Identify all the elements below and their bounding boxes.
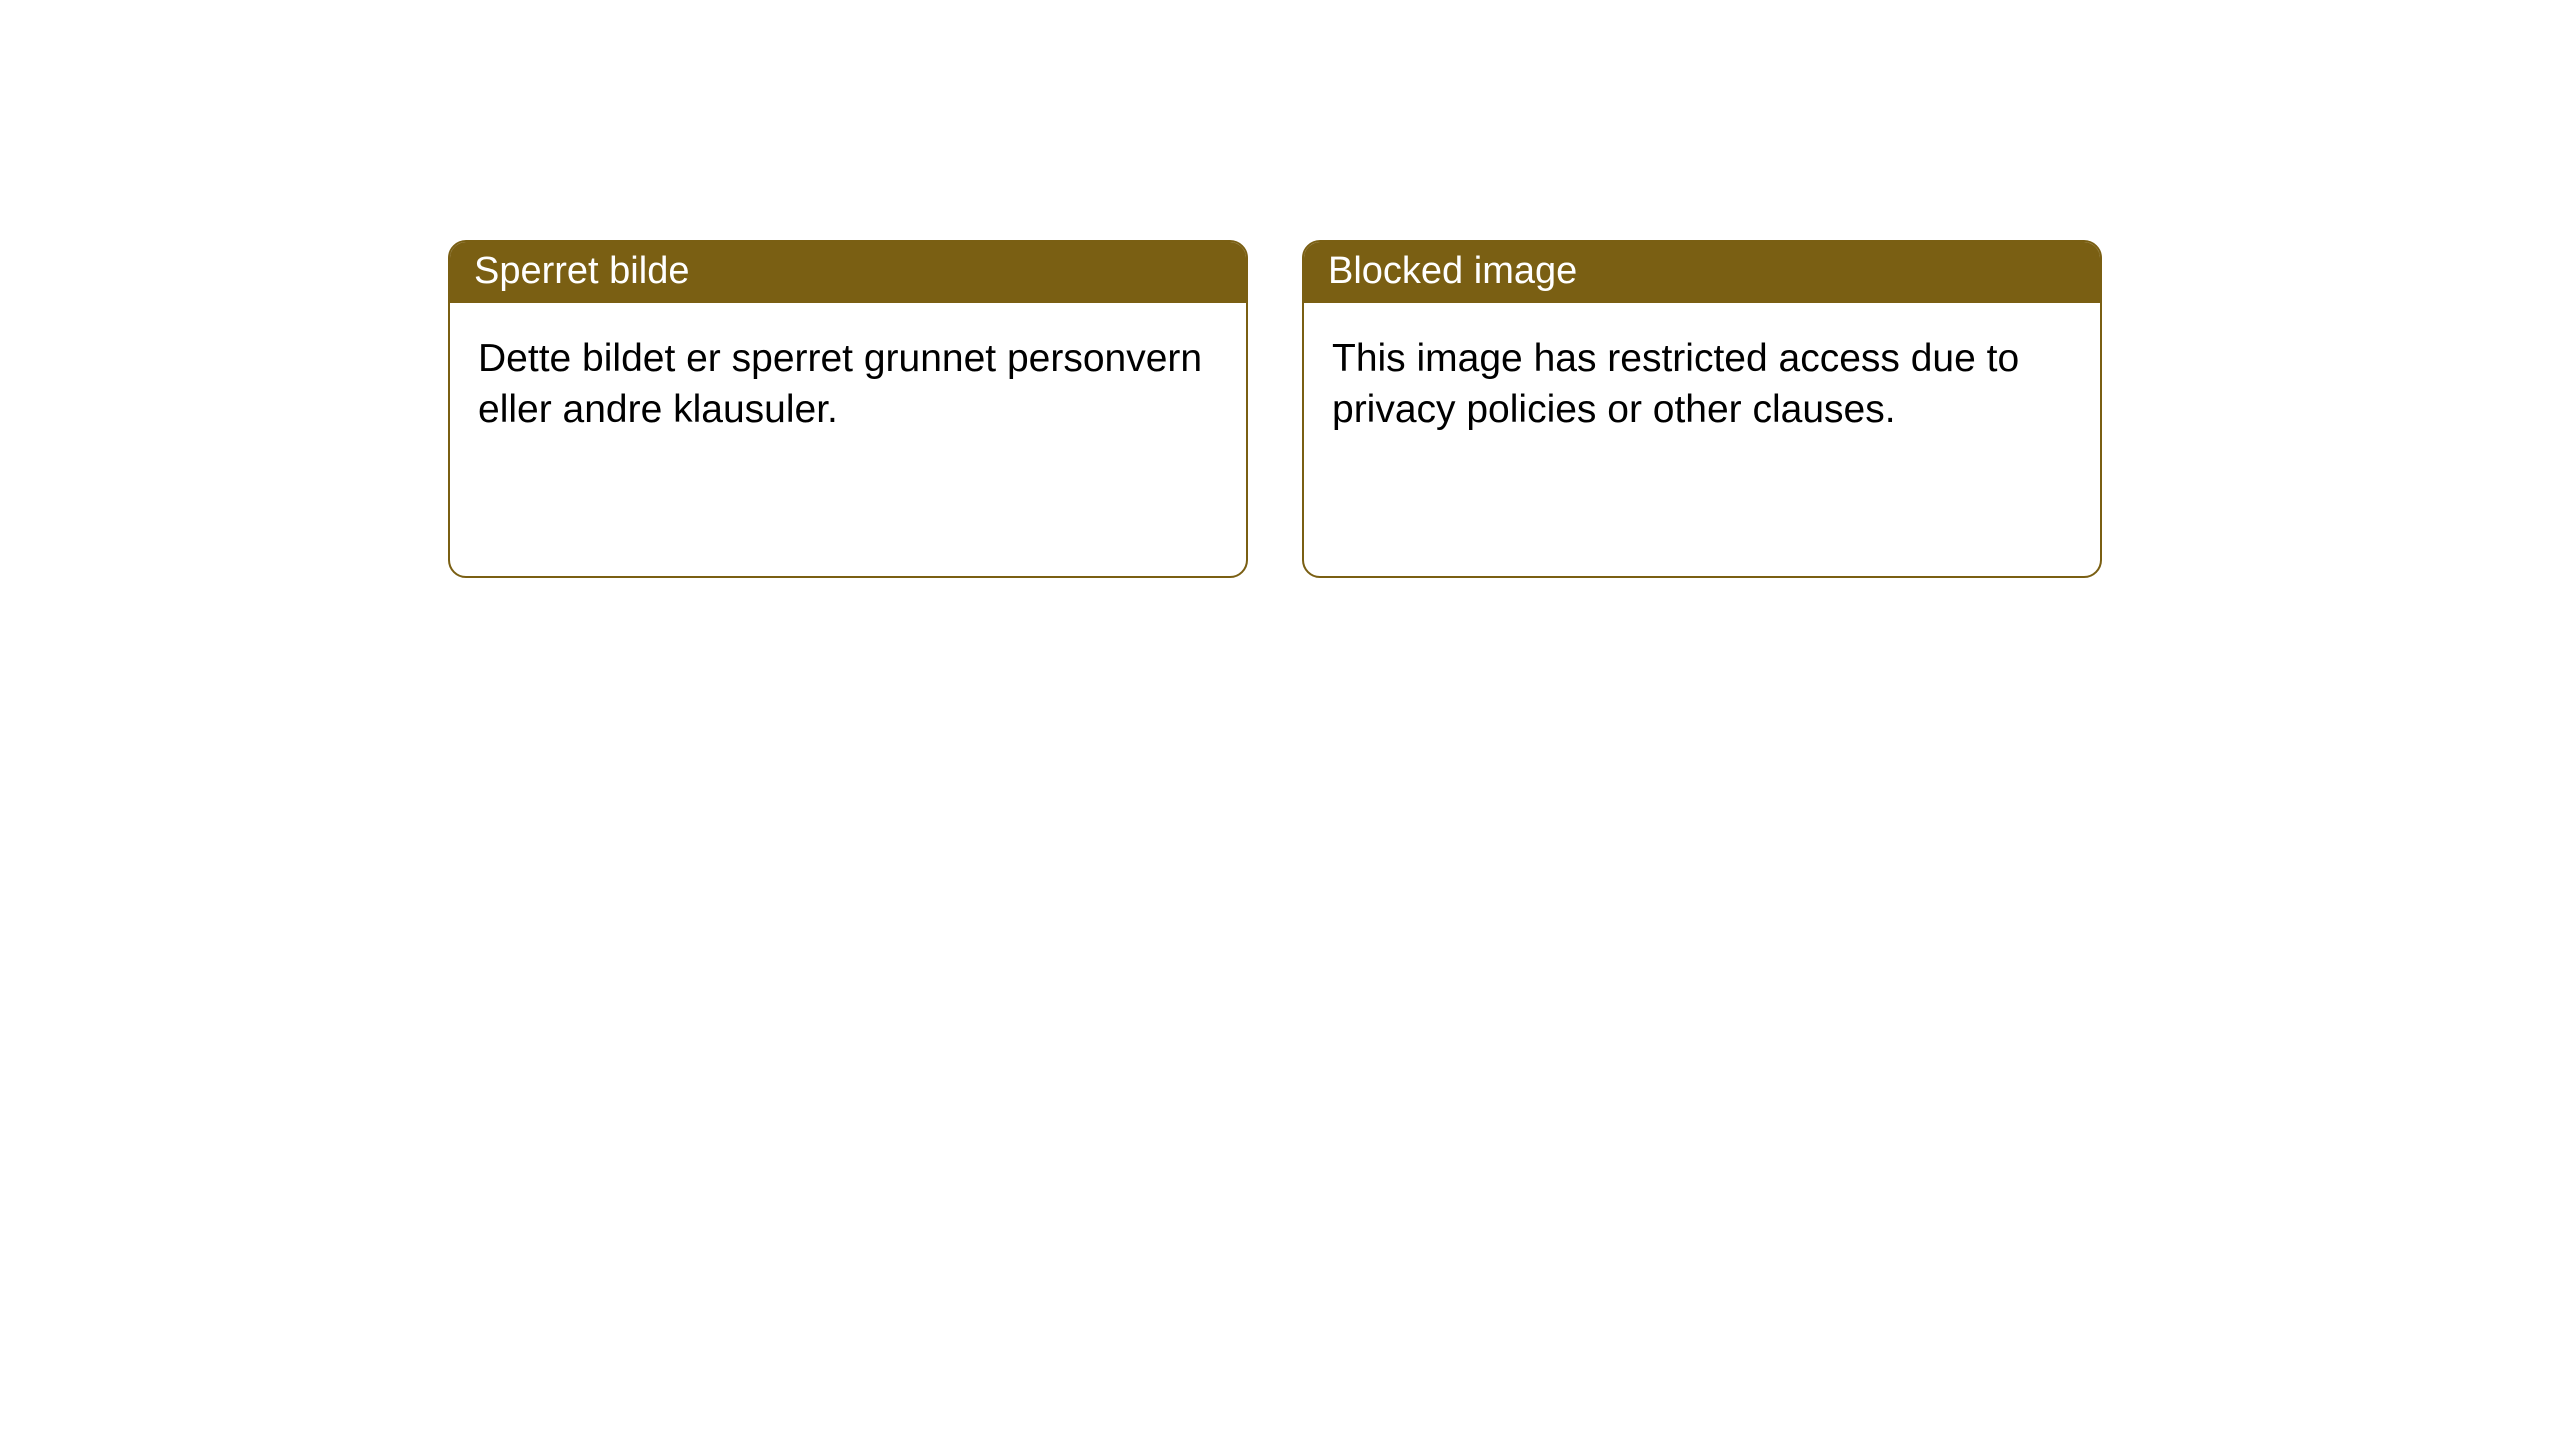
notice-container: Sperret bilde Dette bildet er sperret gr… bbox=[0, 0, 2560, 578]
notice-header-en: Blocked image bbox=[1304, 242, 2100, 303]
notice-card-no: Sperret bilde Dette bildet er sperret gr… bbox=[448, 240, 1248, 578]
notice-card-en: Blocked image This image has restricted … bbox=[1302, 240, 2102, 578]
notice-body-en: This image has restricted access due to … bbox=[1304, 303, 2100, 466]
notice-body-no: Dette bildet er sperret grunnet personve… bbox=[450, 303, 1246, 466]
notice-header-no: Sperret bilde bbox=[450, 242, 1246, 303]
